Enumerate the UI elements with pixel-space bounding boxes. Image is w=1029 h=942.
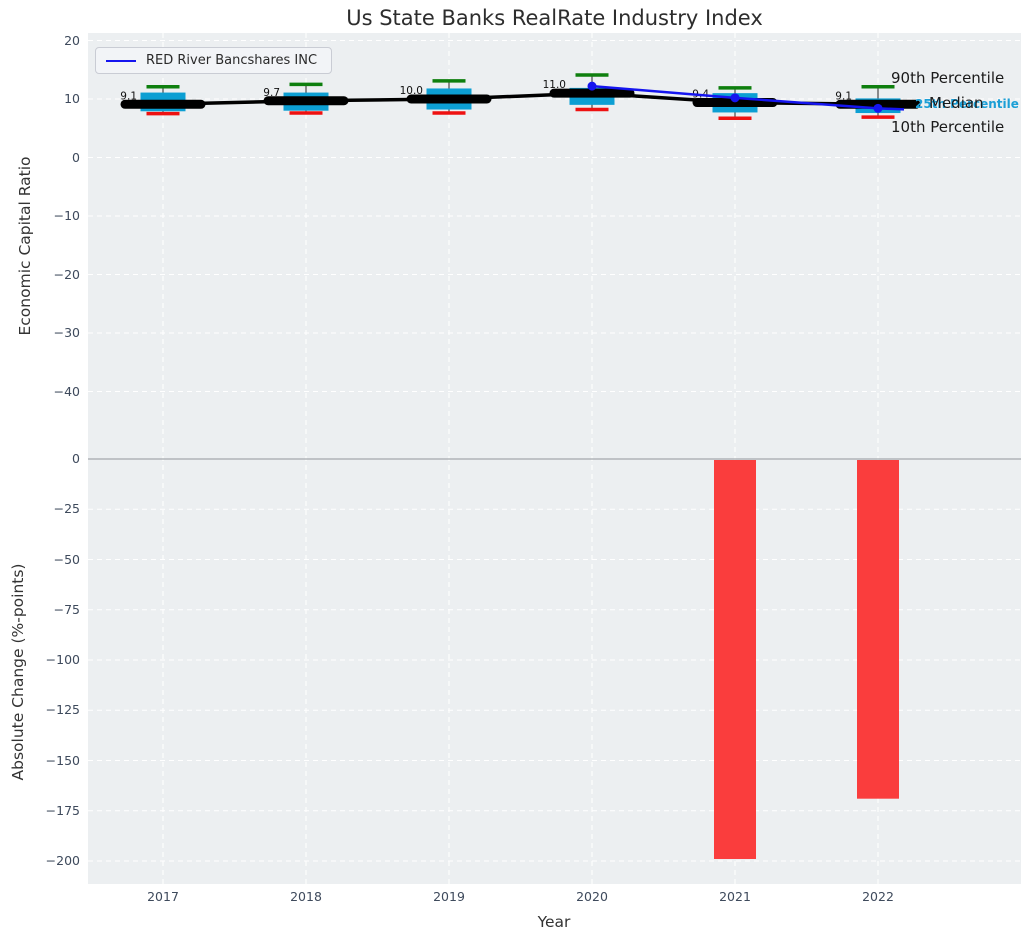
ytick-bottom-−125: −125	[45, 702, 80, 718]
xtick-2019: 2019	[433, 889, 465, 904]
bar-2021	[714, 460, 756, 859]
ytick-top-−20: −20	[53, 266, 80, 282]
ytick-top-20: 20	[64, 32, 80, 48]
ytick-top-−30: −30	[53, 325, 80, 340]
median-value-label-2018: 9.7	[263, 87, 280, 99]
legend: RED River Bancshares INC	[95, 47, 333, 74]
ytick-bottom-−75: −75	[53, 601, 80, 617]
bar-2022	[857, 460, 899, 799]
ytick-bottom-−150: −150	[45, 752, 80, 768]
ytick-bottom-−25: −25	[53, 501, 80, 517]
ytick-top-10: 10	[64, 91, 80, 106]
ytick-top-0: 0	[72, 149, 80, 165]
median-value-label-2020: 11.0	[543, 79, 566, 91]
company-line	[591, 84, 905, 111]
ytick-bottom-−100: −100	[45, 652, 80, 667]
y-axis-label-top: Economic Capital Ratio	[16, 156, 34, 336]
ytick-top-−10: −10	[53, 208, 80, 223]
company-point-2021	[730, 93, 740, 103]
xtick-2017: 2017	[147, 889, 179, 904]
annotation-25th-percentile: 25th Percentile	[915, 97, 1019, 111]
median-value-label-2019: 10.0	[400, 85, 423, 97]
ytick-bottom-−175: −175	[45, 802, 80, 818]
ytick-bottom-−200: −200	[45, 853, 80, 868]
y-axis-label-bottom: Absolute Change (%-points)	[9, 563, 27, 781]
xtick-2021: 2021	[719, 889, 751, 904]
xtick-2022: 2022	[862, 889, 894, 904]
ytick-bottom-0: 0	[72, 451, 80, 466]
annotation-10th-percentile: 10th Percentile	[891, 118, 1005, 136]
company-point-2020	[587, 81, 597, 91]
xtick-2020: 2020	[576, 889, 608, 904]
legend-series-label: RED River Bancshares INC	[146, 53, 318, 68]
xtick-2018: 2018	[290, 889, 322, 904]
ytick-top-−40: −40	[53, 383, 80, 399]
chart-title: Us State Banks RealRate Industry Index	[346, 6, 763, 30]
x-axis-label: Year	[537, 913, 571, 931]
annotation-median: Median	[929, 94, 984, 112]
ytick-bottom-−50: −50	[53, 551, 80, 567]
annotation-90th-percentile: 90th Percentile	[891, 69, 1005, 87]
company-point-2022	[873, 103, 883, 113]
median-value-label-2017: 9.1	[120, 90, 137, 102]
legend-line-swatch	[106, 59, 136, 62]
median-value-label-2022: 9.1	[835, 90, 852, 102]
